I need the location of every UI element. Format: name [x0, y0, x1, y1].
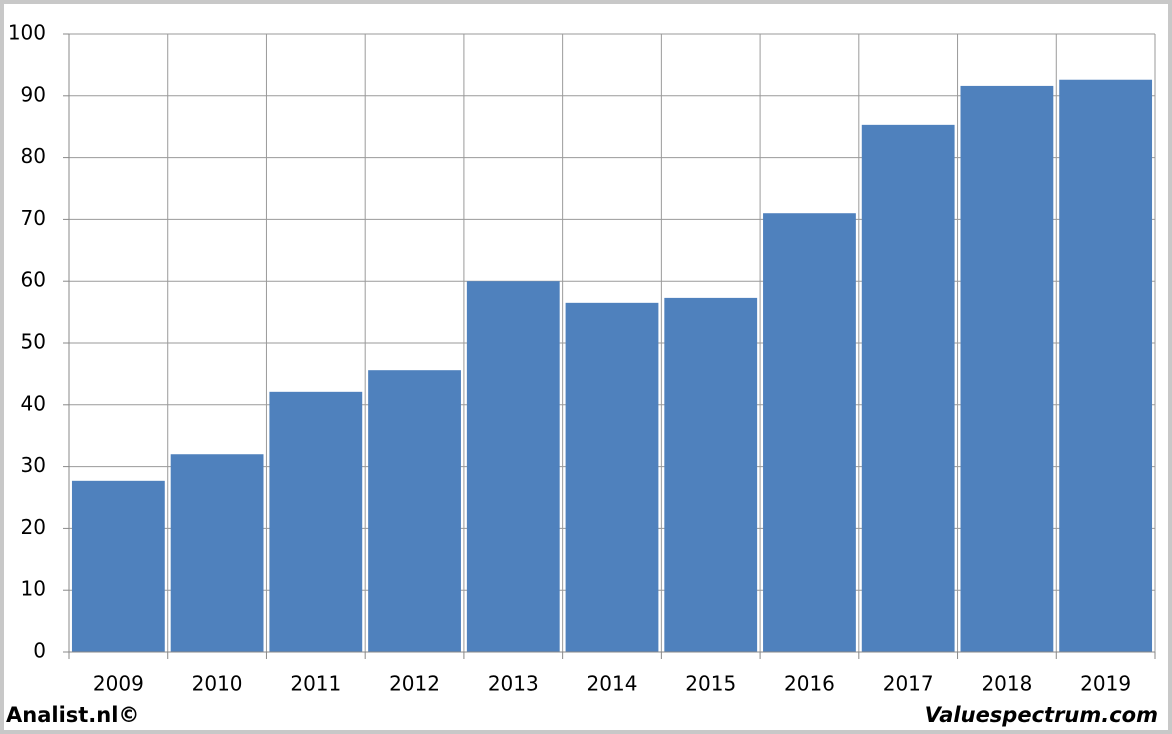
x-tick-label: 2011 [290, 672, 341, 696]
bar [368, 370, 461, 652]
y-tick-label: 80 [21, 144, 46, 168]
x-tick-label: 2014 [587, 672, 638, 696]
credit-right: Valuespectrum.com [925, 703, 1158, 727]
y-tick-label: 50 [21, 330, 46, 354]
bar [763, 213, 856, 652]
bar [269, 391, 363, 652]
x-tick-label: 2009 [93, 672, 144, 696]
bar [960, 85, 1054, 653]
x-tick-label: 2010 [192, 672, 243, 696]
y-tick-label: 30 [21, 453, 46, 477]
y-tick-label: 60 [21, 268, 46, 292]
bar [466, 281, 560, 652]
x-tick-label: 2017 [883, 672, 934, 696]
bar [71, 480, 165, 652]
y-tick-label: 40 [21, 391, 46, 415]
bar [861, 124, 955, 652]
x-tick-label: 2018 [981, 672, 1032, 696]
bar [170, 454, 264, 652]
bar [664, 297, 758, 652]
y-tick-label: 70 [21, 206, 46, 230]
x-tick-label: 2016 [784, 672, 835, 696]
x-tick-label: 2013 [488, 672, 539, 696]
bar [565, 302, 659, 652]
bar [1059, 79, 1153, 653]
x-tick-label: 2012 [389, 672, 440, 696]
x-tick-label: 2019 [1080, 672, 1131, 696]
y-tick-label: 90 [21, 82, 46, 106]
x-tick-label: 2015 [685, 672, 736, 696]
credit-left: Analist.nl© [6, 703, 139, 727]
y-tick-label: 20 [21, 515, 46, 539]
y-tick-label: 100 [8, 21, 46, 45]
y-tick-label: 10 [21, 577, 46, 601]
y-tick-label: 0 [33, 639, 46, 663]
